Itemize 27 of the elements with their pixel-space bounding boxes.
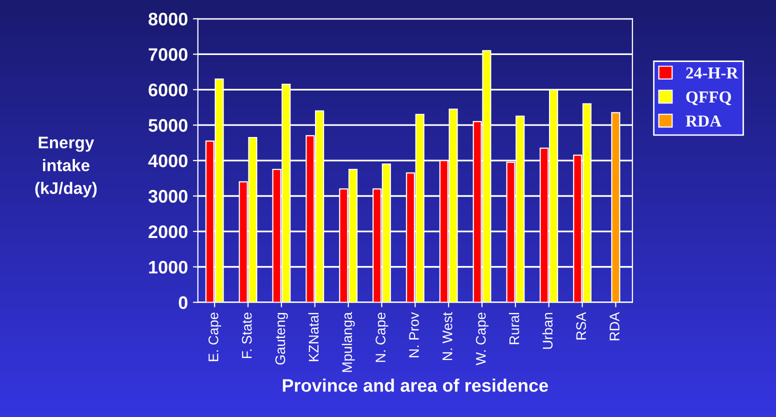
y-tick-label: 1000	[149, 260, 188, 274]
x-tick-label: RSA	[576, 312, 586, 340]
x-tick-label: W. Cape	[476, 312, 488, 366]
y-tick-label: 6000	[148, 84, 188, 96]
x-tick-label: E. Cape	[208, 312, 222, 362]
x-tick-label: Mpulanga	[342, 312, 355, 372]
y-tick-label: 7000	[148, 48, 188, 61]
y-tick-label: 3000	[148, 190, 188, 203]
y-axis-title: Energy intake (kJ/day)	[35, 136, 97, 198]
x-axis-title: Province and area of residence	[282, 378, 548, 392]
x-tick-label: Gauteng	[275, 312, 288, 365]
y-tick-label: 4000	[148, 154, 188, 168]
x-tick-label: N. Prov	[409, 312, 419, 358]
x-tick-label: F. State	[242, 312, 252, 358]
x-tick-label: Rural	[508, 312, 520, 344]
legend-label: RDA	[686, 116, 722, 127]
x-tick-label: KZNatal	[308, 312, 319, 362]
x-tick-label: N. West	[442, 312, 452, 360]
x-tick-label: Urban	[542, 312, 553, 349]
legend-label: QFFQ	[686, 91, 732, 106]
y-tick-label: 2000	[148, 225, 188, 238]
y-tick-label: 8000	[148, 12, 188, 26]
y-tick-label: 0	[178, 296, 188, 310]
legend-label: 24-H-R	[686, 67, 738, 78]
x-tick-label: RDA	[610, 312, 620, 340]
y-tick-label: 5000	[148, 119, 188, 132]
x-tick-label: N. Cape	[376, 312, 388, 362]
